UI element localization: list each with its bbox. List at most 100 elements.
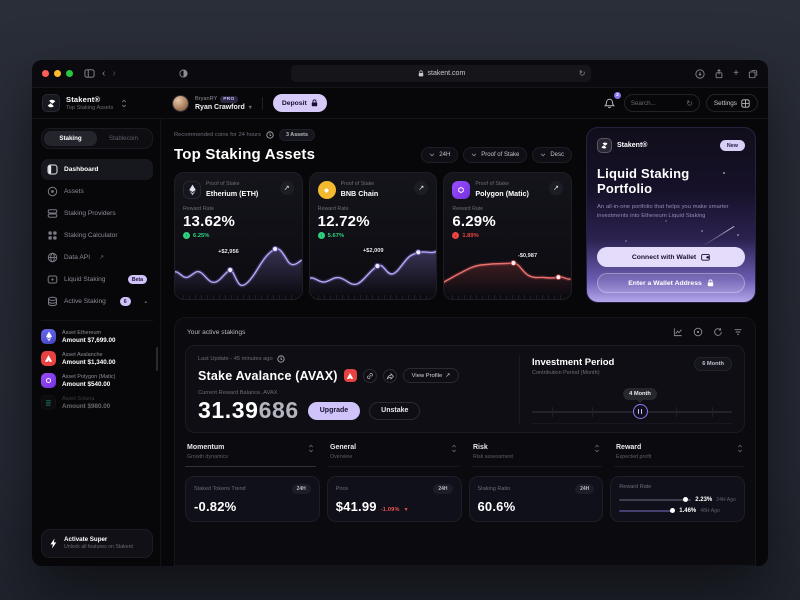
connect-wallet-button[interactable]: Connect with Wallet	[597, 247, 745, 267]
investment-subtitle: Contribution Period (Month)	[532, 370, 600, 376]
slider-tick	[676, 407, 677, 417]
sidebar-item-label: Assets	[64, 188, 84, 195]
asset-amount: Amount $7,699.00	[62, 336, 116, 344]
promo-title: Liquid Staking Portfolio	[597, 166, 690, 197]
back-icon[interactable]: ‹	[102, 67, 106, 79]
asset-amount: Amount $1,340.00	[62, 358, 116, 366]
sort-icon[interactable]	[451, 444, 457, 453]
unstake-button[interactable]: Unstake	[369, 401, 421, 420]
reload-icon[interactable]: ↻	[578, 69, 586, 78]
brand-block[interactable]: Stakent® Top Staking Assets	[42, 94, 164, 112]
mini-slider-track[interactable]	[619, 508, 676, 513]
sidebar-item-label: Active Staking	[64, 298, 106, 305]
search-box[interactable]: ↻	[623, 94, 700, 112]
stat-period-badge[interactable]: 24H	[433, 483, 453, 494]
coin-card-ethereum[interactable]: Proof of Stake Etherium (ETH) ↗ Reward R…	[174, 172, 303, 300]
mini-slider-track[interactable]	[619, 497, 692, 502]
sidebar-item-dashboard[interactable]: Dashboard	[41, 159, 153, 180]
view-profile-button[interactable]: View Profile ↗	[402, 368, 460, 383]
activate-super-cta[interactable]: Activate Super Unlock all features on St…	[41, 528, 153, 558]
search-input[interactable]	[630, 99, 683, 107]
notification-badge: 2	[613, 92, 621, 99]
tabs-overview-icon[interactable]	[748, 69, 758, 79]
page-appearance-icon[interactable]	[179, 69, 188, 78]
tab-risk[interactable]: Risk Risk assessment	[471, 444, 602, 467]
sidebar-item-data-api[interactable]: Data API ↗	[41, 247, 153, 268]
upgrade-button[interactable]: Upgrade	[307, 401, 361, 420]
polygon-icon	[41, 373, 56, 388]
reward-rate-row: 2.23% 24H Ago	[619, 497, 736, 503]
metric-tabs: Momentum Growth dynamics General Overview …	[185, 444, 745, 467]
sparkline-chart: +$2,956	[175, 243, 302, 295]
open-asset-icon[interactable]: ↗	[414, 181, 429, 195]
share-icon[interactable]	[714, 68, 724, 79]
toggle-staking[interactable]: Staking	[44, 131, 97, 146]
forward-icon[interactable]: ›	[112, 67, 116, 79]
sort-icon[interactable]	[308, 444, 314, 453]
tab-reward[interactable]: Reward Expected profit	[614, 444, 745, 467]
share-button[interactable]	[382, 368, 397, 383]
toggle-stablecoin[interactable]: Stablecoin	[109, 135, 138, 142]
asset-row-ethereum[interactable]: Asset Ethereum Amount $7,699.00	[41, 329, 153, 344]
mode-toggle: Staking Stablecoin	[41, 128, 153, 149]
slider-handle[interactable]	[632, 404, 648, 419]
sidebar-item-active-staking[interactable]: Active Staking 6 ▴	[41, 291, 153, 312]
downloads-icon[interactable]	[695, 68, 705, 79]
coin-card-polygon[interactable]: Proof of Stake Polygon (Matic) ↗ Reward …	[443, 172, 573, 300]
user-menu[interactable]: BryanRY PRO Ryan Crawford ▾	[172, 94, 252, 112]
notifications-button[interactable]: 2	[602, 92, 621, 111]
slider-tick	[712, 407, 713, 417]
asset-row-polygon[interactable]: Asset Polygon (Matic) Amount $540.00	[41, 373, 153, 388]
minimize-window-icon[interactable]	[54, 70, 61, 77]
sidebar-item-liquid-staking[interactable]: Liquid Staking Beta	[41, 269, 153, 290]
filter-proof-of-stake[interactable]: Proof of Stake	[463, 147, 528, 163]
workspace-switcher-icon[interactable]	[121, 99, 127, 108]
asset-row-avalanche[interactable]: Asset Avalanche Amount $1,340.00	[41, 351, 153, 366]
maximize-window-icon[interactable]	[66, 70, 73, 77]
chart-ticks	[452, 295, 564, 299]
sidebar-item-assets[interactable]: Assets	[41, 181, 153, 202]
sort-icon[interactable]	[737, 444, 743, 453]
slider-track[interactable]	[532, 411, 732, 413]
refresh-icon[interactable]	[713, 327, 723, 337]
sidebar-scrollbar[interactable]	[156, 347, 158, 371]
address-bar[interactable]: stakent.com ↻	[291, 65, 592, 82]
stat-period-badge[interactable]: 24H	[291, 483, 311, 494]
coin-card-bnb[interactable]: Proof of Stake BNB Chain ↗ Reward Rate 1…	[308, 172, 438, 300]
period-slider[interactable]: 4 Month	[532, 388, 732, 421]
reward-rate-value: 2.23%	[695, 496, 713, 503]
asset-row-solana[interactable]: Asset Solana Amount $980.00	[41, 395, 153, 410]
upgrade-label: Upgrade	[319, 407, 349, 414]
open-asset-icon[interactable]: ↗	[279, 181, 294, 195]
period-badge: 6 Month	[694, 357, 732, 371]
browser-sidebar-icon[interactable]	[84, 68, 95, 79]
sidebar-item-staking-providers[interactable]: Staking Providers	[41, 203, 153, 224]
open-asset-icon[interactable]: ↗	[549, 181, 564, 195]
filter-24h[interactable]: 24H	[421, 147, 459, 163]
stat-period-badge[interactable]: 24H	[575, 483, 595, 494]
tab-momentum[interactable]: Momentum Growth dynamics	[185, 444, 316, 467]
app-header: Stakent® Top Staking Assets BryanRY PRO …	[32, 88, 768, 119]
stat-staked-tokens-trend[interactable]: Staked Tokens Trend 24H -0.82%	[185, 475, 320, 522]
close-window-icon[interactable]	[42, 70, 49, 77]
new-tab-icon[interactable]: +	[733, 67, 739, 79]
filter-icon[interactable]	[733, 327, 743, 337]
sidebar-item-staking-calculator[interactable]: Staking Calculator	[41, 225, 153, 246]
stat-price[interactable]: Price 24H $41.99 -1.09% ▼	[326, 475, 462, 522]
reward-rate-label: Reward Rate	[452, 206, 484, 212]
stat-staking-ratio[interactable]: Staking Ratio 24H 60.6%	[468, 475, 604, 522]
bolt-icon	[50, 538, 57, 549]
chart-view-icon[interactable]	[673, 327, 683, 337]
enter-wallet-address-button[interactable]: Enter a Wallet Address	[597, 273, 745, 293]
stat-reward-rate[interactable]: Reward Rate 2.23% 24H Ago 1.46% 48H Ago	[610, 475, 745, 522]
copy-link-button[interactable]	[362, 368, 377, 383]
user-name: Ryan Crawford	[195, 103, 245, 111]
target-icon[interactable]	[693, 327, 703, 337]
change-value: 1.89%	[462, 232, 479, 239]
reward-rate-ago: 24H Ago	[716, 496, 736, 503]
tab-general[interactable]: General Overview	[328, 444, 459, 467]
sort-icon[interactable]	[594, 444, 600, 453]
settings-button[interactable]: Settings	[705, 94, 758, 112]
deposit-button[interactable]: Deposit	[272, 94, 327, 112]
filter-desc[interactable]: Desc	[532, 147, 572, 163]
